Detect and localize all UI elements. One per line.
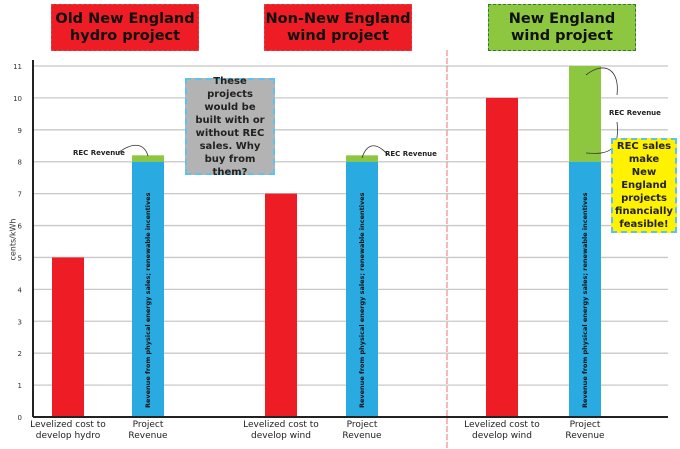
y-tick-label: 11 <box>13 63 22 71</box>
bar-energy <box>569 161 601 417</box>
header-old-ne-hydro: Old New England hydro project <box>51 4 199 51</box>
rec-arrow-1 <box>117 144 149 157</box>
y-tick-label: 9 <box>18 127 22 135</box>
x-label-4: Levelized cost to develop wind <box>464 420 540 441</box>
bar-cost <box>52 257 84 417</box>
x-label-0: Levelized cost to develop hydro <box>30 420 106 441</box>
bar-label-3: Revenue from physical energy sales; rene… <box>581 192 589 408</box>
bar-cost <box>265 193 297 417</box>
y-tick-label: 10 <box>13 95 22 103</box>
bar-label-1: Revenue from physical energy sales; rene… <box>144 192 152 408</box>
note-gray: These projects would be built with or wi… <box>185 76 275 178</box>
x-label-3: Project Revenue <box>342 420 382 441</box>
header-non-ne-wind: Non-New England wind project <box>264 4 412 51</box>
note-yellow: REC sales make New England projects fina… <box>611 138 677 233</box>
bar-cost <box>486 97 518 417</box>
bar-rec <box>569 66 601 162</box>
y-tick-label: 1 <box>18 382 22 390</box>
rec-arrow-2 <box>361 145 389 159</box>
x-label-5: Project Revenue <box>565 420 605 441</box>
y-tick-label: 5 <box>18 254 22 262</box>
y-tick-label: 3 <box>18 318 22 326</box>
y-axis-label: cents/kWh <box>8 218 18 261</box>
bar-rec <box>132 155 164 162</box>
rec-label-3: REC Revenue <box>609 109 661 117</box>
y-tick-label: 4 <box>18 286 23 294</box>
y-tick-label: 8 <box>18 159 22 167</box>
rec-label-2: REC Revenue <box>385 150 437 158</box>
rec-arrow-3a <box>585 67 618 96</box>
y-tick-label: 2 <box>18 350 22 358</box>
bar-energy <box>346 161 378 417</box>
x-label-1: Project Revenue <box>128 420 168 441</box>
x-label-2: Levelized cost to develop wind <box>243 420 319 441</box>
y-tick-label: 6 <box>18 223 23 231</box>
bar-energy <box>132 161 164 417</box>
y-tick-label: 7 <box>18 191 22 199</box>
header-ne-wind: New England wind project <box>488 4 636 51</box>
bar-rec <box>346 155 378 162</box>
rec-label-1: REC Revenue <box>73 149 125 157</box>
y-tick-label: 0 <box>18 414 22 422</box>
bar-label-2: Revenue from physical energy sales; rene… <box>358 192 366 408</box>
